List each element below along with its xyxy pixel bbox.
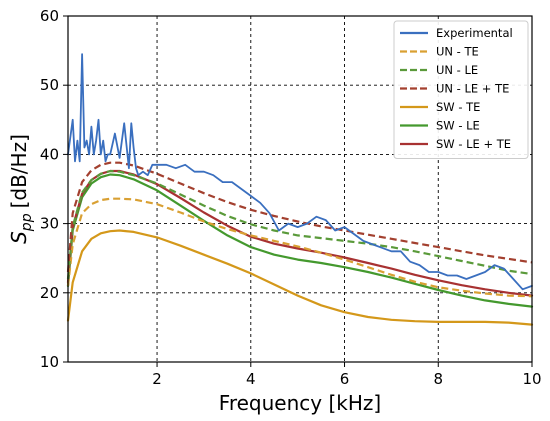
x-tick-label: 2 — [152, 370, 162, 388]
series-line-sw-le — [66, 173, 534, 308]
legend-label: UN - TE — [436, 45, 479, 59]
series-line-un-le — [66, 169, 533, 280]
series-line-experimental — [67, 53, 533, 291]
x-tick-label: 8 — [433, 370, 443, 388]
y-tick-label: 20 — [40, 284, 59, 302]
y-tick-label: 10 — [40, 353, 59, 371]
x-tick-label: 10 — [522, 370, 541, 388]
x-axis-label: Frequency [kHz] — [219, 391, 381, 415]
legend-label: SW - LE — [436, 119, 480, 133]
x-tick-label: 6 — [340, 370, 350, 388]
legend-label: Experimental — [436, 26, 513, 40]
series-line-un-te — [66, 197, 533, 298]
y-axis-label-main: S — [7, 231, 31, 244]
y-axis-label-subscript: pp — [19, 213, 35, 232]
legend-label: UN - LE + TE — [436, 82, 509, 96]
legend-label: SW - LE + TE — [436, 137, 511, 151]
series-line-sw-te — [66, 229, 534, 326]
y-axis-label-unit: [dB/Hz] — [7, 134, 31, 208]
y-tick-label: 40 — [40, 145, 59, 163]
series-lines — [66, 53, 534, 326]
legend-label: SW - TE — [436, 100, 480, 114]
legend: Experimental UN - TE UN - LE UN - LE + TE SW… — [393, 20, 529, 159]
x-tick-label: 4 — [246, 370, 256, 388]
y-tick-label: 60 — [40, 7, 59, 25]
plot-frame — [67, 15, 533, 363]
y-tick-label: 50 — [40, 76, 59, 94]
y-tick-label: 30 — [40, 215, 59, 233]
series-line-un-le-te — [66, 161, 533, 273]
legend-box — [393, 20, 529, 159]
legend-label: UN - LE — [436, 63, 478, 77]
y-axis-label: Spp [dB/Hz] — [7, 134, 35, 244]
axis-ticks: 2 4 6 8 10 10 20 30 40 50 60 — [40, 7, 542, 388]
